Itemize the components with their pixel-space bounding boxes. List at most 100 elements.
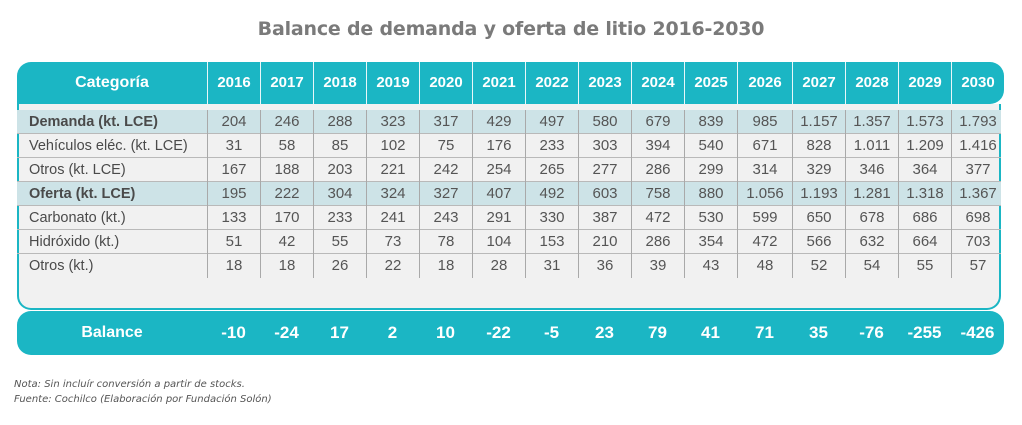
table-cell: 632	[845, 229, 898, 254]
table-cell: 429	[472, 109, 525, 134]
table-cell: 78	[419, 229, 472, 254]
row-label: Oferta (kt. LCE)	[29, 185, 136, 202]
table-cell: 28	[472, 254, 525, 278]
table-cell: 1.011	[845, 133, 898, 158]
table-cell: 153	[525, 229, 578, 254]
balance-row: Balance -10 -24 17 2 10 -22 -5 23 79 41 71 35 -76 -25…	[17, 311, 1004, 355]
table-cell: 73	[366, 229, 419, 254]
note-text: Nota: Sin incluír conversión a partir de…	[14, 379, 245, 390]
table-cell: 55	[898, 254, 951, 278]
balance-cell: -5	[543, 323, 560, 342]
table-cell: 540	[684, 133, 737, 158]
table-cell: 497	[525, 109, 578, 134]
table-cell: 330	[525, 205, 578, 230]
year-header: 2024	[631, 62, 684, 104]
row-label: Demanda (kt. LCE)	[29, 113, 158, 130]
table-cell: 188	[260, 157, 313, 182]
table-cell: 104	[472, 229, 525, 254]
balance-cell: 79	[648, 323, 667, 342]
table-body-frame	[17, 104, 1001, 310]
table-cell: 407	[472, 181, 525, 206]
table-cell: 222	[260, 181, 313, 206]
table-cell: 1.416	[951, 133, 1004, 158]
table-cell: 1.157	[792, 109, 845, 134]
table-cell: 288	[313, 109, 366, 134]
year-header: 2023	[578, 62, 631, 104]
table-cell: 580	[578, 109, 631, 134]
table-cell: 31	[525, 254, 578, 278]
table-cell: 204	[207, 109, 260, 134]
table-cell: 566	[792, 229, 845, 254]
table-cell: 210	[578, 229, 631, 254]
table-cell: 18	[419, 254, 472, 278]
year-header: 2016	[207, 62, 260, 104]
table-cell: 492	[525, 181, 578, 206]
table-cell: 317	[419, 109, 472, 134]
balance-cell: -24	[274, 323, 299, 342]
table-cell: 758	[631, 181, 684, 206]
table-cell: 1.318	[898, 181, 951, 206]
table-cell: 243	[419, 205, 472, 230]
balance-cell: -76	[859, 323, 884, 342]
balance-cell: -10	[221, 323, 246, 342]
table-cell: 26	[313, 254, 366, 278]
balance-cell: 17	[330, 323, 349, 342]
year-header: 2029	[898, 62, 951, 104]
row-label: Hidróxido (kt.)	[29, 233, 120, 250]
table-cell: 1.573	[898, 109, 951, 134]
table-cell: 686	[898, 205, 951, 230]
table-cell: 233	[525, 133, 578, 158]
table-cell: 880	[684, 181, 737, 206]
table-cell: 31	[207, 133, 260, 158]
table-cell: 18	[207, 254, 260, 278]
table-cell: 472	[737, 229, 792, 254]
table-cell: 51	[207, 229, 260, 254]
table-cell: 664	[898, 229, 951, 254]
table-cell: 985	[737, 109, 792, 134]
table-cell: 346	[845, 157, 898, 182]
row-label: Vehículos eléc. (kt. LCE)	[29, 137, 188, 154]
table-cell: 55	[313, 229, 366, 254]
table-cell: 304	[313, 181, 366, 206]
source-text: Fuente: Cochilco (Elaboración por Fundac…	[14, 394, 272, 405]
balance-cell: 2	[387, 323, 398, 342]
table-cell: 354	[684, 229, 737, 254]
balance-cell: 41	[701, 323, 720, 342]
table-cell: 170	[260, 205, 313, 230]
table-body: Demanda (kt. LCE) 204 246 288 323 317 429 497 58…	[17, 109, 1004, 278]
table-cell: 599	[737, 205, 792, 230]
footnotes: Nota: Sin incluír conversión a partir de…	[14, 377, 272, 407]
row-label: Otros (kt.)	[29, 258, 94, 274]
table-cell: 472	[631, 205, 684, 230]
table-cell: 603	[578, 181, 631, 206]
row-label: Carbonato (kt.)	[29, 209, 126, 226]
balance-cell: 23	[595, 323, 614, 342]
row-label: Otros (kt. LCE)	[29, 161, 126, 178]
table-cell: 530	[684, 205, 737, 230]
table-cell: 221	[366, 157, 419, 182]
year-header: 2022	[525, 62, 578, 104]
table-cell: 42	[260, 229, 313, 254]
table-cell: 329	[792, 157, 845, 182]
table-cell: 1.357	[845, 109, 898, 134]
table-cell: 324	[366, 181, 419, 206]
table-cell: 254	[472, 157, 525, 182]
year-header: 2020	[419, 62, 472, 104]
table-cell: 246	[260, 109, 313, 134]
table-cell: 52	[792, 254, 845, 278]
balance-cell: -426	[960, 323, 995, 342]
table-cell: 394	[631, 133, 684, 158]
year-header: 2027	[792, 62, 845, 104]
table-cell: 678	[845, 205, 898, 230]
table-cell: 377	[951, 157, 1004, 182]
table-cell: 703	[951, 229, 1004, 254]
table-cell: 1.193	[792, 181, 845, 206]
table-cell: 303	[578, 133, 631, 158]
table-cell: 203	[313, 157, 366, 182]
table-cell: 167	[207, 157, 260, 182]
table-cell: 22	[366, 254, 419, 278]
year-header: 2028	[845, 62, 898, 104]
table-cell: 286	[631, 157, 684, 182]
year-header: 2030	[951, 62, 1004, 104]
balance-cell: 71	[755, 323, 774, 342]
